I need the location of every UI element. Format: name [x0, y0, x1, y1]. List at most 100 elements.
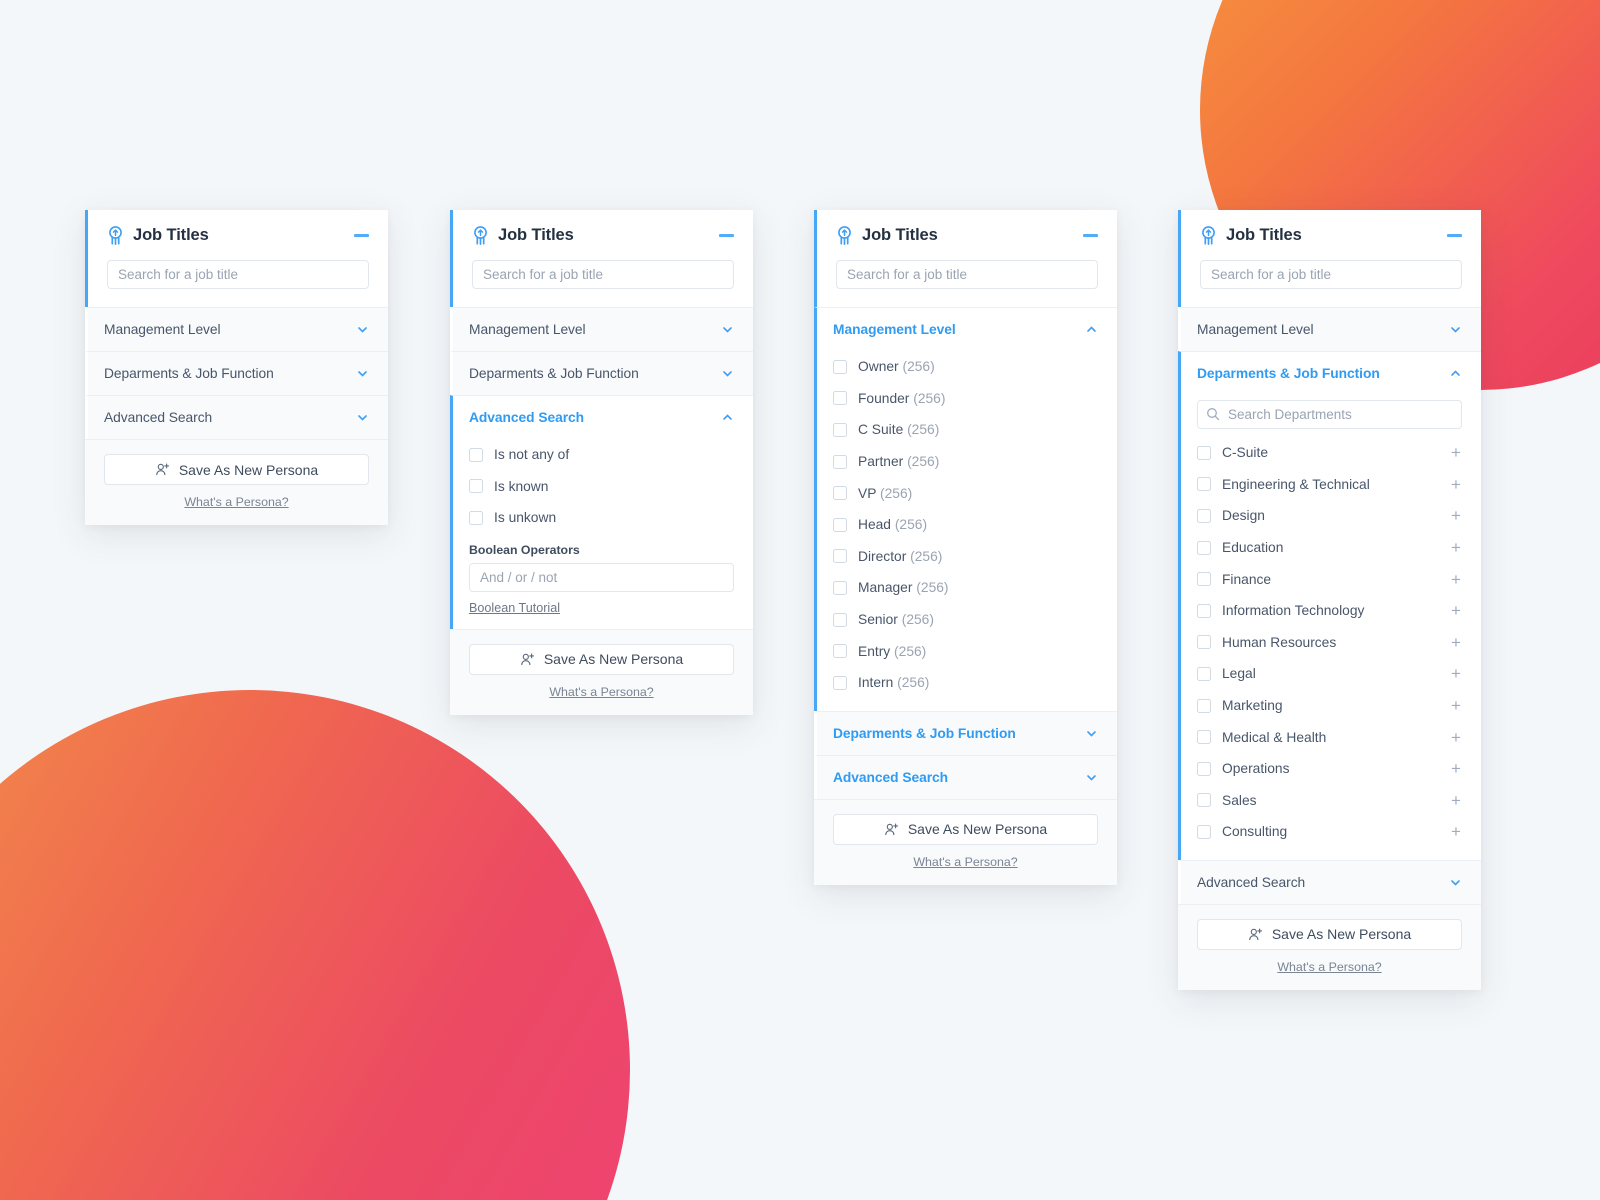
- whats-a-persona-link[interactable]: What's a Persona?: [913, 854, 1018, 869]
- expand-department-icon[interactable]: +: [1451, 759, 1461, 779]
- expand-department-icon[interactable]: +: [1451, 601, 1461, 621]
- checkbox[interactable]: [469, 447, 483, 462]
- chevron-down-icon[interactable]: [356, 367, 369, 380]
- list-item[interactable]: Sales +: [1197, 785, 1462, 817]
- chevron-down-icon[interactable]: [356, 411, 369, 424]
- checkbox[interactable]: [469, 510, 483, 525]
- expand-department-icon[interactable]: +: [1451, 443, 1461, 463]
- section-header-departments[interactable]: Deparments & Job Function: [453, 352, 753, 395]
- expand-department-icon[interactable]: +: [1451, 569, 1461, 589]
- checkbox[interactable]: [833, 549, 847, 564]
- checkbox[interactable]: [833, 359, 847, 374]
- chevron-down-icon[interactable]: [1085, 727, 1098, 740]
- checkbox[interactable]: [833, 580, 847, 595]
- list-item[interactable]: Marketing +: [1197, 690, 1462, 722]
- list-item[interactable]: VP (256): [833, 477, 1098, 509]
- job-title-search-input[interactable]: [107, 260, 369, 289]
- checkbox[interactable]: [833, 454, 847, 469]
- list-item[interactable]: Operations +: [1197, 753, 1462, 785]
- list-item[interactable]: Is unkown: [469, 502, 734, 534]
- list-item[interactable]: Engineering & Technical +: [1197, 469, 1462, 501]
- checkbox[interactable]: [833, 391, 847, 406]
- departments-search-input[interactable]: [1197, 400, 1462, 429]
- checkbox[interactable]: [1197, 761, 1211, 776]
- expand-department-icon[interactable]: +: [1451, 632, 1461, 652]
- chevron-down-icon[interactable]: [1449, 876, 1462, 889]
- checkbox[interactable]: [1197, 477, 1211, 492]
- boolean-tutorial-link[interactable]: Boolean Tutorial: [469, 600, 561, 615]
- checkbox[interactable]: [1197, 793, 1211, 808]
- list-item[interactable]: Entry (256): [833, 635, 1098, 667]
- list-item[interactable]: Head (256): [833, 509, 1098, 541]
- save-as-new-persona-button[interactable]: Save As New Persona: [1197, 918, 1462, 950]
- section-header-management-level[interactable]: Management Level: [1181, 308, 1481, 351]
- checkbox[interactable]: [833, 612, 847, 627]
- checkbox[interactable]: [1197, 508, 1211, 523]
- list-item[interactable]: Director (256): [833, 541, 1098, 573]
- list-item[interactable]: C Suite (256): [833, 414, 1098, 446]
- checkbox[interactable]: [1197, 603, 1211, 618]
- chevron-up-icon[interactable]: [1449, 367, 1462, 380]
- checkbox[interactable]: [1197, 730, 1211, 745]
- expand-department-icon[interactable]: +: [1451, 506, 1461, 526]
- section-header-management-level[interactable]: Management Level: [453, 308, 753, 351]
- section-header-advanced-search[interactable]: Advanced Search: [1181, 860, 1481, 904]
- list-item[interactable]: Information Technology +: [1197, 595, 1462, 627]
- list-item[interactable]: Design +: [1197, 500, 1462, 532]
- checkbox[interactable]: [833, 422, 847, 437]
- section-header-management-level[interactable]: Management Level: [817, 308, 1117, 351]
- section-header-departments[interactable]: Deparments & Job Function: [817, 711, 1117, 755]
- list-item[interactable]: Is known: [469, 471, 734, 503]
- save-as-new-persona-button[interactable]: Save As New Persona: [833, 813, 1098, 845]
- list-item[interactable]: Education +: [1197, 532, 1462, 564]
- checkbox[interactable]: [833, 675, 847, 690]
- section-header-advanced-search[interactable]: Advanced Search: [817, 755, 1117, 799]
- list-item[interactable]: Founder (256): [833, 383, 1098, 415]
- expand-department-icon[interactable]: +: [1451, 696, 1461, 716]
- checkbox[interactable]: [1197, 635, 1211, 650]
- list-item[interactable]: Manager (256): [833, 572, 1098, 604]
- section-header-departments[interactable]: Deparments & Job Function: [88, 352, 388, 395]
- list-item[interactable]: Partner (256): [833, 446, 1098, 478]
- chevron-down-icon[interactable]: [1085, 771, 1098, 784]
- list-item[interactable]: Finance +: [1197, 563, 1462, 595]
- boolean-operators-input[interactable]: [469, 562, 734, 592]
- minus-icon[interactable]: [1447, 234, 1462, 237]
- job-title-search-input[interactable]: [472, 260, 734, 289]
- expand-department-icon[interactable]: +: [1451, 790, 1461, 810]
- expand-department-icon[interactable]: +: [1451, 474, 1461, 494]
- checkbox[interactable]: [469, 479, 483, 494]
- checkbox[interactable]: [1197, 540, 1211, 555]
- minus-icon[interactable]: [354, 234, 369, 237]
- list-item[interactable]: Owner (256): [833, 351, 1098, 383]
- list-item[interactable]: Intern (256): [833, 667, 1098, 699]
- save-as-new-persona-button[interactable]: Save As New Persona: [469, 643, 734, 675]
- checkbox[interactable]: [833, 486, 847, 501]
- list-item[interactable]: Is not any of: [469, 439, 734, 471]
- section-header-advanced-search[interactable]: Advanced Search: [453, 396, 753, 439]
- minus-icon[interactable]: [719, 234, 734, 237]
- section-header-management-level[interactable]: Management Level: [88, 308, 388, 351]
- expand-department-icon[interactable]: +: [1451, 664, 1461, 684]
- checkbox[interactable]: [1197, 666, 1211, 681]
- checkbox[interactable]: [1197, 572, 1211, 587]
- chevron-down-icon[interactable]: [1449, 323, 1462, 336]
- job-title-search-input[interactable]: [836, 260, 1098, 289]
- chevron-down-icon[interactable]: [721, 323, 734, 336]
- chevron-up-icon[interactable]: [1085, 323, 1098, 336]
- checkbox[interactable]: [1197, 698, 1211, 713]
- whats-a-persona-link[interactable]: What's a Persona?: [1277, 959, 1382, 974]
- expand-department-icon[interactable]: +: [1451, 538, 1461, 558]
- section-header-advanced-search[interactable]: Advanced Search: [88, 396, 388, 439]
- chevron-down-icon[interactable]: [356, 323, 369, 336]
- list-item[interactable]: Legal +: [1197, 658, 1462, 690]
- chevron-up-icon[interactable]: [721, 411, 734, 424]
- list-item[interactable]: Medical & Health +: [1197, 721, 1462, 753]
- section-header-departments[interactable]: Deparments & Job Function: [1181, 352, 1481, 395]
- job-title-search-input[interactable]: [1200, 260, 1462, 289]
- list-item[interactable]: C-Suite +: [1197, 437, 1462, 469]
- checkbox[interactable]: [1197, 445, 1211, 460]
- save-as-new-persona-button[interactable]: Save As New Persona: [104, 454, 369, 485]
- checkbox[interactable]: [1197, 824, 1211, 839]
- list-item[interactable]: Consulting +: [1197, 816, 1462, 848]
